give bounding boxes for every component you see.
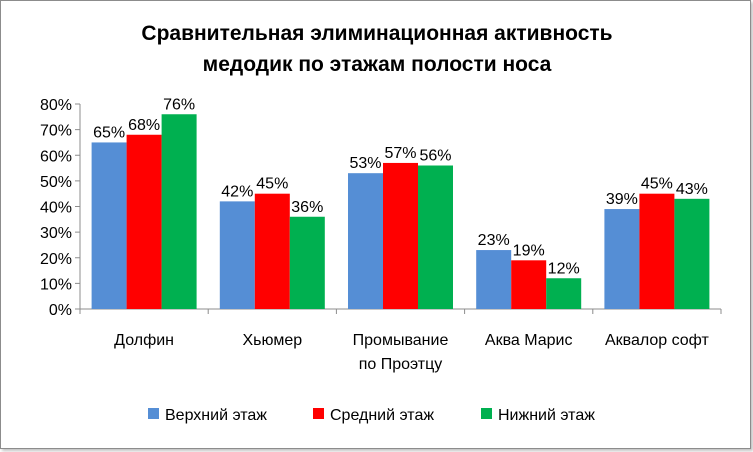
legend: Верхний этаж Средний этаж Нижний этаж — [148, 407, 595, 424]
data-label: 65% — [93, 124, 125, 141]
bar — [546, 278, 582, 309]
chart-title-line: Сравнительная элиминационная активность — [141, 22, 612, 45]
data-label: 56% — [419, 148, 451, 165]
x-axis: Долфин Хьюмер Промывание по Проэтцу Аква Мар… — [79, 309, 722, 373]
x-category-label: Долфин — [114, 332, 174, 349]
chart-title-line: медодик по этажам полости носа — [203, 53, 552, 76]
data-label: 42% — [221, 183, 253, 200]
bar — [126, 134, 162, 309]
chart-title: Сравнительная элиминационная активность м… — [141, 22, 612, 76]
x-category-label: Промывание — [353, 332, 449, 349]
bar — [604, 209, 640, 309]
bar — [674, 198, 710, 309]
bar — [348, 173, 383, 309]
data-label: 68% — [128, 117, 160, 134]
y-tick-label: 80% — [40, 97, 72, 114]
bar — [639, 193, 675, 309]
bar — [383, 162, 418, 309]
data-label: 36% — [291, 199, 323, 216]
data-label: 19% — [513, 242, 545, 259]
legend-label: Верхний этаж — [165, 407, 267, 424]
data-label: 43% — [676, 181, 708, 198]
bar — [219, 201, 255, 309]
x-category-label: Аквалор софт — [605, 332, 710, 349]
y-tick-label: 70% — [40, 123, 72, 140]
y-tick-label: 30% — [40, 225, 72, 242]
x-category-label: Аква Марис — [485, 332, 573, 349]
bar — [91, 142, 127, 309]
y-tick-label: 10% — [40, 276, 72, 293]
bar — [418, 165, 453, 309]
x-category-label: Хьюмер — [242, 332, 302, 349]
legend-swatch — [481, 408, 492, 419]
data-label: 53% — [349, 155, 381, 172]
bar — [476, 250, 512, 309]
legend-swatch — [148, 408, 159, 419]
bars — [91, 114, 710, 309]
bar — [511, 260, 547, 309]
data-labels: 65% 68%76%42% 45%36%53%57% 56%23%19%12%39%4… — [93, 96, 708, 277]
bar — [161, 114, 197, 309]
data-label: 45% — [256, 176, 288, 193]
legend-swatch — [313, 408, 324, 419]
data-label: 12% — [548, 260, 580, 277]
y-tick-label: 20% — [40, 251, 72, 268]
y-tick-label: 0% — [49, 302, 72, 319]
data-label: 23% — [478, 232, 510, 249]
data-label: 57% — [384, 145, 416, 162]
legend-label: Нижний этаж — [498, 407, 595, 424]
legend-label: Средний этаж — [330, 407, 434, 424]
data-label: 39% — [606, 191, 638, 208]
data-label: 45% — [641, 176, 673, 193]
y-tick-label: 40% — [40, 200, 72, 217]
y-tick-label: 60% — [40, 148, 72, 165]
bar — [289, 216, 325, 309]
bar — [254, 193, 290, 309]
data-label: 76% — [163, 96, 195, 113]
y-tick-label: 50% — [40, 174, 72, 191]
x-category-label: по Проэтцу — [359, 356, 443, 373]
